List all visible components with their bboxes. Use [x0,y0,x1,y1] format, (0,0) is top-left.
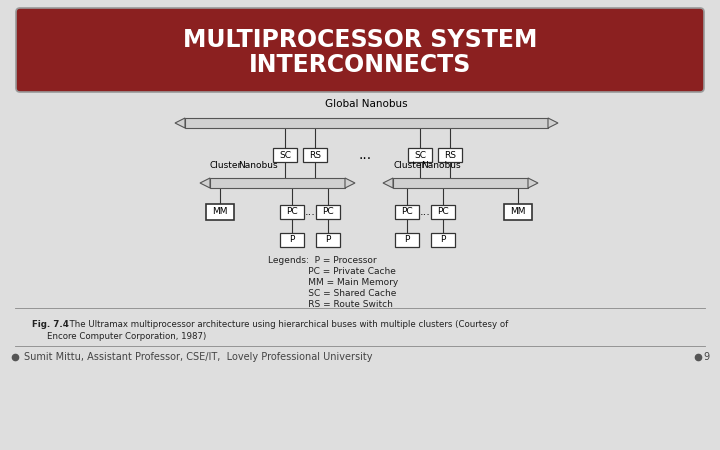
Text: PC = Private Cache: PC = Private Cache [268,267,396,276]
Text: ...: ... [359,148,372,162]
Bar [316,233,340,247]
Polygon shape [383,178,393,188]
Bar [280,205,304,219]
Text: SC = Shared Cache: SC = Shared Cache [268,289,397,298]
Text: Cluster: Cluster [393,161,426,170]
Bar [273,148,297,162]
Text: INTERCONNECTS: INTERCONNECTS [249,53,471,77]
Bar [316,205,340,219]
Text: RS = Route Switch: RS = Route Switch [268,300,393,309]
Text: PC: PC [401,207,413,216]
Text: 9: 9 [703,352,709,362]
Text: RS: RS [444,150,456,159]
Bar [431,205,455,219]
Text: Fig. 7.4: Fig. 7.4 [32,320,69,329]
Text: MM: MM [212,207,228,216]
Text: ...: ... [420,207,431,217]
Text: PC: PC [322,207,334,216]
Text: Sumit Mittu, Assistant Professor, CSE/IT,  Lovely Professional University: Sumit Mittu, Assistant Professor, CSE/IT… [24,352,372,362]
Bar [408,148,432,162]
Bar [303,148,327,162]
Bar [393,178,528,188]
Bar [395,205,419,219]
Text: MULTIPROCESSOR SYSTEM: MULTIPROCESSOR SYSTEM [183,28,537,52]
Text: The Ultramax multiprocessor architecture using hierarchical buses with multiple : The Ultramax multiprocessor architecture… [64,320,508,329]
Bar [431,233,455,247]
Text: P: P [325,235,330,244]
Text: RS: RS [309,150,321,159]
Text: ...: ... [305,207,315,217]
Text: P: P [441,235,446,244]
Text: P: P [405,235,410,244]
Bar [438,148,462,162]
Text: Global Nanobus: Global Nanobus [325,99,408,109]
Text: MM: MM [510,207,526,216]
Text: SC: SC [414,150,426,159]
Text: P: P [289,235,294,244]
Text: Encore Computer Corporation, 1987): Encore Computer Corporation, 1987) [47,332,206,341]
Text: Nanobus: Nanobus [238,161,278,170]
Text: Cluster: Cluster [210,161,242,170]
Bar [280,233,304,247]
Text: PC: PC [437,207,449,216]
Polygon shape [200,178,210,188]
Text: Nanobus: Nanobus [421,161,461,170]
Bar [395,233,419,247]
Text: MM = Main Memory: MM = Main Memory [268,278,398,287]
Polygon shape [528,178,538,188]
Text: SC: SC [279,150,291,159]
Bar [210,178,345,188]
Bar [206,204,234,220]
Polygon shape [175,118,185,128]
FancyBboxPatch shape [16,8,704,92]
Bar [185,118,548,128]
Polygon shape [345,178,355,188]
Text: Legends:  P = Processor: Legends: P = Processor [268,256,377,265]
Bar [504,204,532,220]
Text: PC: PC [286,207,298,216]
Polygon shape [548,118,558,128]
